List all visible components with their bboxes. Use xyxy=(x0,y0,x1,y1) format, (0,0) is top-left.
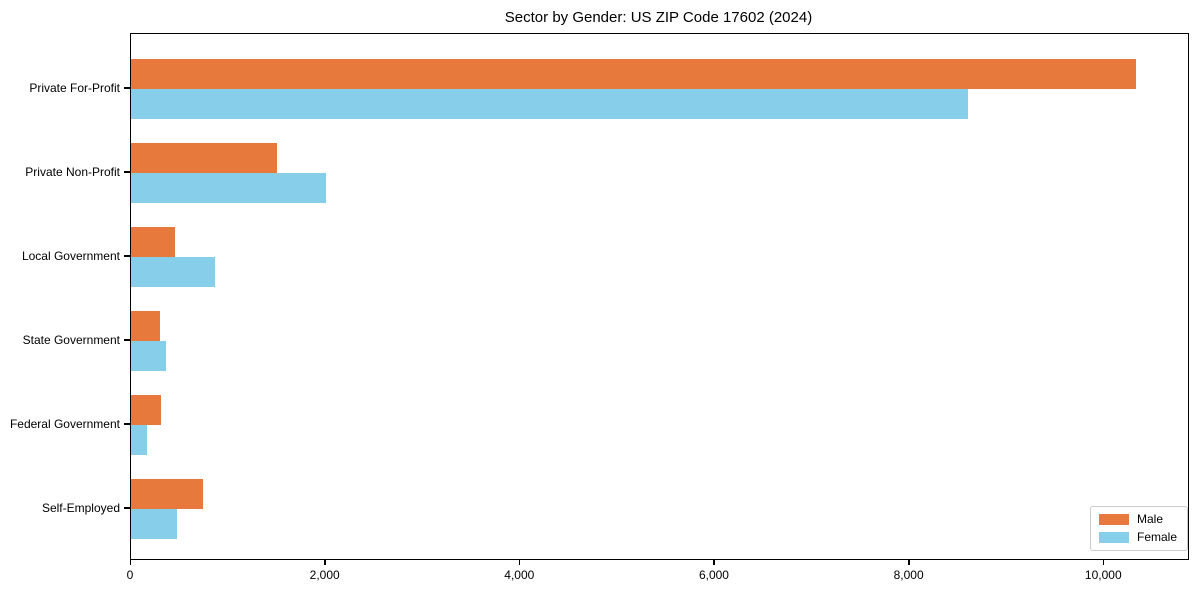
y-tick-label-0: Private For-Profit xyxy=(29,81,120,95)
y-tick-mark-5 xyxy=(124,507,130,509)
x-tick-mark-3 xyxy=(713,560,715,565)
bar-female-4 xyxy=(131,425,147,455)
bar-male-1 xyxy=(131,143,277,173)
legend-swatch-male xyxy=(1099,514,1129,525)
bar-male-4 xyxy=(131,395,162,425)
x-tick-label-3: 6,000 xyxy=(698,568,729,582)
y-tick-mark-2 xyxy=(124,255,130,257)
legend-item-male: Male xyxy=(1099,513,1177,526)
legend: Male Female xyxy=(1090,506,1189,551)
y-tick-mark-3 xyxy=(124,339,130,341)
x-tick-mark-4 xyxy=(908,560,910,565)
y-tick-label-2: Local Government xyxy=(21,249,120,263)
x-tick-label-1: 2,000 xyxy=(309,568,340,582)
y-tick-label-5: Self-Employed xyxy=(41,501,120,515)
y-tick-label-1: Private Non-Profit xyxy=(25,165,120,179)
bar-female-5 xyxy=(131,509,177,539)
y-tick-mark-0 xyxy=(124,87,130,89)
x-tick-mark-5 xyxy=(1102,560,1105,565)
x-tick-label-4: 8,000 xyxy=(893,568,924,582)
bar-male-0 xyxy=(131,59,1137,89)
bar-male-3 xyxy=(131,311,161,341)
x-tick-label-2: 4,000 xyxy=(504,568,535,582)
y-tick-label-3: State Government xyxy=(22,333,120,347)
x-tick-label-5: 10,000 xyxy=(1084,568,1122,582)
legend-item-female: Female xyxy=(1099,531,1177,544)
legend-label-male: Male xyxy=(1137,512,1164,526)
plot-area xyxy=(130,33,1189,560)
legend-label-female: Female xyxy=(1137,530,1178,544)
y-tick-label-4: Federal Government xyxy=(9,417,120,431)
x-tick-label-0: 0 xyxy=(126,568,134,582)
bar-female-2 xyxy=(131,257,215,287)
x-tick-mark-2 xyxy=(518,560,521,565)
bar-female-1 xyxy=(131,173,326,203)
y-tick-mark-4 xyxy=(124,423,130,425)
legend-swatch-female xyxy=(1099,532,1129,543)
x-tick-mark-1 xyxy=(324,560,326,565)
bar-female-0 xyxy=(131,89,968,119)
bar-male-5 xyxy=(131,479,203,509)
y-tick-mark-1 xyxy=(124,171,130,173)
bar-female-3 xyxy=(131,341,166,371)
chart-title: Sector by Gender: US ZIP Code 17602 (202… xyxy=(504,9,813,26)
x-tick-mark-0 xyxy=(129,560,131,565)
bar-male-2 xyxy=(131,227,175,257)
